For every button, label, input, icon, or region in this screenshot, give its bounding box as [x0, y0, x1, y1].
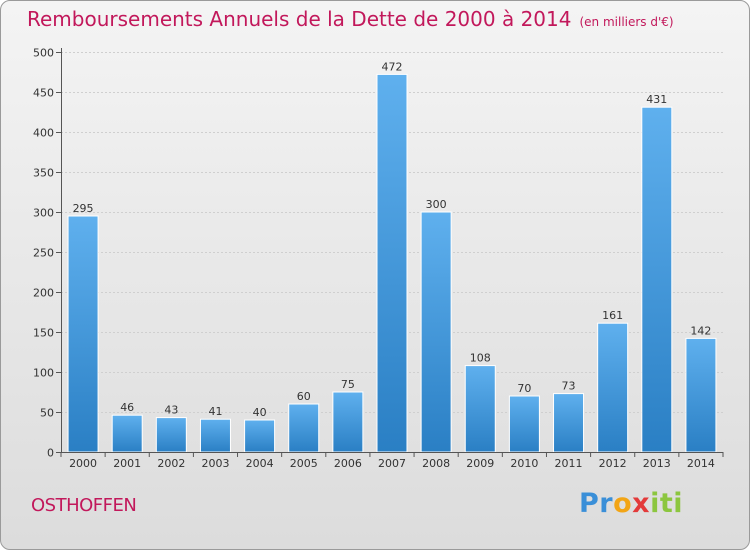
chart-subtitle: (en milliers d'€) — [579, 15, 674, 29]
y-tick-label: 100 — [33, 367, 54, 380]
y-tick-label: 150 — [33, 327, 54, 340]
data-label-2008: 300 — [426, 198, 447, 211]
x-tick-label-2014: 2014 — [687, 457, 715, 470]
x-tick-label-2007: 2007 — [378, 457, 406, 470]
data-label-2011: 73 — [562, 380, 576, 393]
y-tick-label: 400 — [33, 127, 54, 140]
x-tick-label-2013: 2013 — [643, 457, 671, 470]
bar-2014 — [685, 337, 717, 453]
data-label-2006: 75 — [341, 378, 355, 391]
data-label-2007: 472 — [382, 60, 403, 73]
logo-part-4: iti — [650, 488, 684, 519]
bar-2012 — [597, 322, 629, 453]
data-label-2013: 431 — [646, 93, 667, 106]
data-label-2002: 43 — [164, 404, 178, 417]
data-label-2003: 41 — [208, 405, 222, 418]
data-label-2000: 295 — [73, 202, 94, 215]
y-tick-label: 250 — [33, 247, 54, 260]
x-tick-label-2008: 2008 — [422, 457, 450, 470]
data-label-2001: 46 — [120, 401, 134, 414]
x-tick-label-2005: 2005 — [290, 457, 318, 470]
data-label-2004: 40 — [253, 406, 267, 419]
y-tick-label: 50 — [40, 407, 54, 420]
bar-2005 — [288, 403, 320, 453]
y-tick-label: 450 — [33, 87, 54, 100]
data-label-2009: 108 — [470, 352, 491, 365]
x-tick-label-2011: 2011 — [555, 457, 583, 470]
bar-2000 — [67, 215, 99, 453]
x-tick-label-2012: 2012 — [599, 457, 627, 470]
x-tick-label-2003: 2003 — [201, 457, 229, 470]
y-tick-label: 350 — [33, 167, 54, 180]
bar-2006 — [332, 391, 364, 453]
bar-2009 — [464, 365, 496, 453]
bar-2010 — [508, 395, 540, 453]
logo-part-3: x — [632, 488, 651, 519]
x-tick-label-2009: 2009 — [466, 457, 494, 470]
bar-2001 — [111, 414, 143, 453]
y-tick-label: 200 — [33, 287, 54, 300]
bar-2013 — [641, 106, 673, 453]
proxiti-logo: Proxiti — [579, 488, 683, 519]
bar-2007 — [376, 73, 408, 453]
bar-2003 — [199, 418, 231, 453]
bar-2002 — [155, 417, 187, 453]
data-label-2014: 142 — [690, 324, 711, 337]
data-label-2010: 70 — [517, 382, 531, 395]
x-tick-label-2006: 2006 — [334, 457, 362, 470]
chart-title-text: Remboursements Annuels de la Dette de 20… — [27, 7, 572, 31]
bar-2008 — [420, 211, 452, 453]
y-tick-label: 500 — [33, 47, 54, 60]
data-label-2005: 60 — [297, 390, 311, 403]
data-label-2012: 161 — [602, 309, 623, 322]
x-tick-label-2001: 2001 — [113, 457, 141, 470]
logo-part-2: o — [613, 488, 633, 519]
x-tick-label-2004: 2004 — [246, 457, 274, 470]
logo-part-1: Pr — [579, 488, 614, 519]
x-tick-label-2002: 2002 — [157, 457, 185, 470]
x-tick-label-2000: 2000 — [69, 457, 97, 470]
chart-title: Remboursements Annuels de la Dette de 20… — [27, 7, 674, 31]
y-tick-label: 300 — [33, 207, 54, 220]
y-tick-label: 0 — [47, 447, 54, 460]
x-tick-label-2010: 2010 — [510, 457, 538, 470]
commune-name: OSTHOFFEN — [31, 495, 137, 516]
bar-2011 — [553, 393, 585, 453]
bar-2004 — [244, 419, 276, 453]
